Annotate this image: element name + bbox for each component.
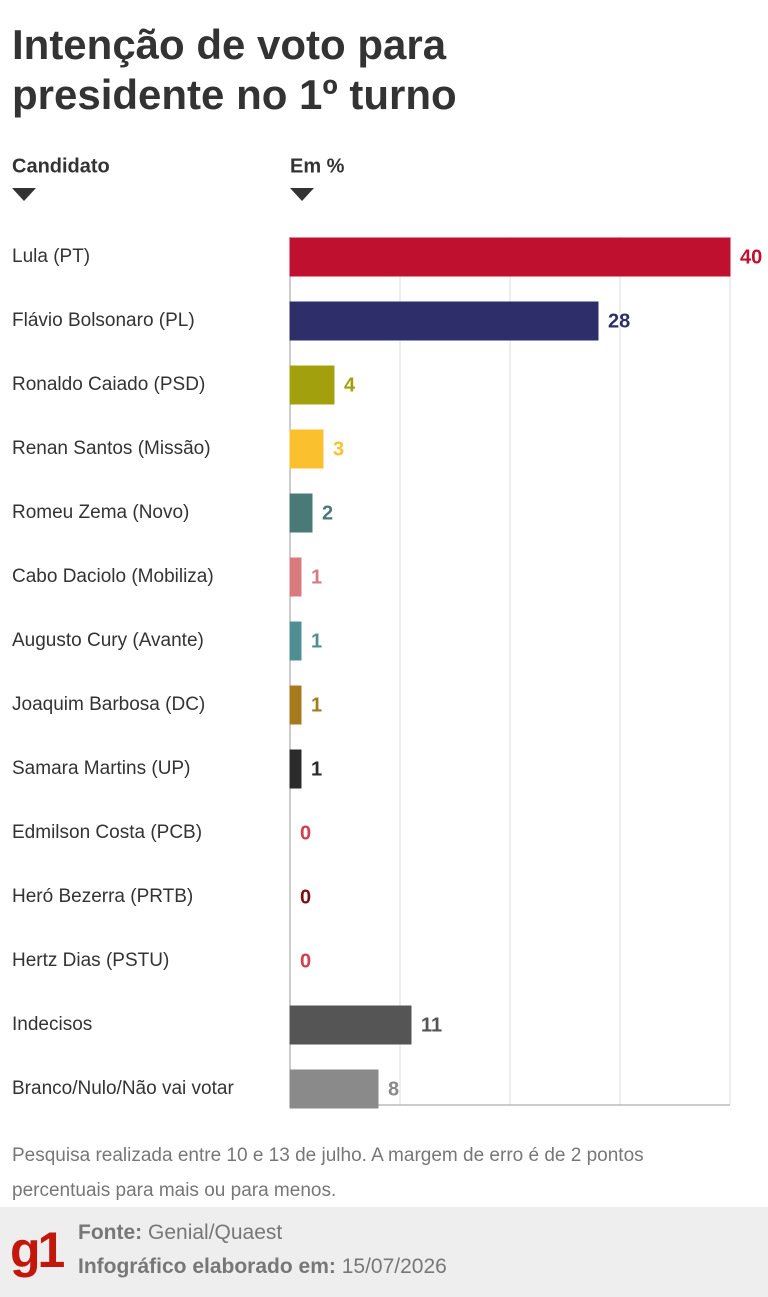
bar	[289, 685, 302, 725]
source-value: Genial/Quaest	[148, 1221, 283, 1244]
value-label: 2	[322, 502, 333, 524]
bar	[289, 621, 302, 661]
value-header: Em %	[290, 155, 345, 177]
category-label: Cabo Daciolo (Mobiliza)	[12, 566, 214, 587]
category-label: Romeu Zema (Novo)	[12, 502, 189, 523]
value-label: 28	[608, 310, 630, 332]
date-label: Infográfico elaborado em:	[78, 1255, 336, 1278]
category-label: Samara Martins (UP)	[12, 758, 190, 779]
category-label: Flávio Bolsonaro (PL)	[12, 310, 195, 331]
source: Fonte: Genial/Quaest	[78, 1221, 282, 1245]
bar	[289, 557, 302, 597]
value-label: 3	[333, 438, 344, 460]
chart: Intenção de voto para presidente no 1º t…	[12, 21, 762, 1109]
category-label: Hertz Dias (PSTU)	[12, 950, 169, 971]
footer: g1 Fonte: Genial/Quaest Infográfico elab…	[0, 1207, 768, 1297]
bar	[289, 1069, 379, 1109]
category-label: Lula (PT)	[12, 246, 90, 267]
value-label: 1	[311, 630, 322, 652]
bar	[289, 493, 313, 533]
category-label: Ronaldo Caiado (PSD)	[12, 374, 205, 395]
bar	[289, 1005, 412, 1045]
value-label: 1	[311, 694, 322, 716]
date-value: 15/07/2026	[341, 1255, 447, 1278]
category-label: Renan Santos (Missão)	[12, 438, 211, 459]
category-label: Joaquim Barbosa (DC)	[12, 694, 205, 715]
header-arrow	[12, 188, 36, 201]
value-label: 1	[311, 758, 322, 780]
date: Infográfico elaborado em: 15/07/2026	[78, 1255, 447, 1279]
source-label: Fonte:	[78, 1221, 143, 1244]
value-label: 8	[388, 1078, 399, 1100]
category-label: Augusto Cury (Avante)	[12, 630, 204, 651]
logo: g1	[10, 1222, 65, 1278]
category-label: Edmilson Costa (PCB)	[12, 822, 202, 843]
value-label: 0	[300, 822, 311, 844]
value-label: 40	[740, 246, 762, 268]
header-arrow	[290, 188, 314, 201]
bar	[289, 301, 599, 341]
category-label: Branco/Nulo/Não vai votar	[12, 1078, 234, 1099]
bar	[289, 429, 324, 469]
category-header: Candidato	[12, 155, 110, 177]
category-label: Heró Bezerra (PRTB)	[12, 886, 193, 907]
bar	[289, 365, 335, 405]
value-label: 0	[300, 886, 311, 908]
title-line: presidente no 1º turno	[12, 71, 457, 118]
value-label: 1	[311, 566, 322, 588]
value-label: 4	[344, 374, 356, 396]
bar	[289, 237, 731, 277]
title-line: Intenção de voto para	[12, 21, 447, 68]
value-label: 0	[300, 950, 311, 972]
bar	[289, 749, 302, 789]
category-label: Indecisos	[12, 1014, 92, 1035]
value-label: 11	[421, 1014, 442, 1036]
footnote: Pesquisa realizada entre 10 e 13 de julh…	[12, 1145, 644, 1201]
